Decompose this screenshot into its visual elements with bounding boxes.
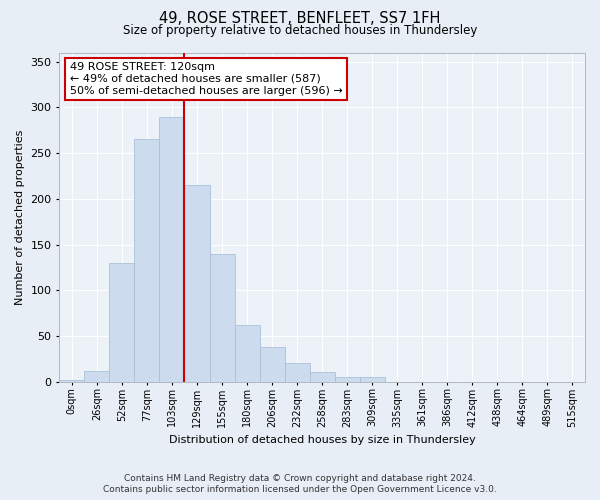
Bar: [109, 263, 134, 382]
X-axis label: Distribution of detached houses by size in Thundersley: Distribution of detached houses by size …: [169, 435, 476, 445]
Text: Contains HM Land Registry data © Crown copyright and database right 2024.
Contai: Contains HM Land Registry data © Crown c…: [103, 474, 497, 494]
Text: 49, ROSE STREET, BENFLEET, SS7 1FH: 49, ROSE STREET, BENFLEET, SS7 1FH: [160, 11, 440, 26]
Bar: [184, 185, 209, 382]
Bar: [134, 140, 160, 382]
Y-axis label: Number of detached properties: Number of detached properties: [15, 130, 25, 305]
Bar: [335, 377, 360, 382]
Bar: [59, 380, 85, 382]
Bar: [310, 372, 335, 382]
Bar: [235, 325, 260, 382]
Bar: [85, 371, 109, 382]
Bar: [360, 377, 385, 382]
Bar: [160, 116, 184, 382]
Bar: [260, 347, 284, 382]
Text: 49 ROSE STREET: 120sqm
← 49% of detached houses are smaller (587)
50% of semi-de: 49 ROSE STREET: 120sqm ← 49% of detached…: [70, 62, 343, 96]
Bar: [284, 364, 310, 382]
Bar: [209, 254, 235, 382]
Text: Size of property relative to detached houses in Thundersley: Size of property relative to detached ho…: [123, 24, 477, 37]
